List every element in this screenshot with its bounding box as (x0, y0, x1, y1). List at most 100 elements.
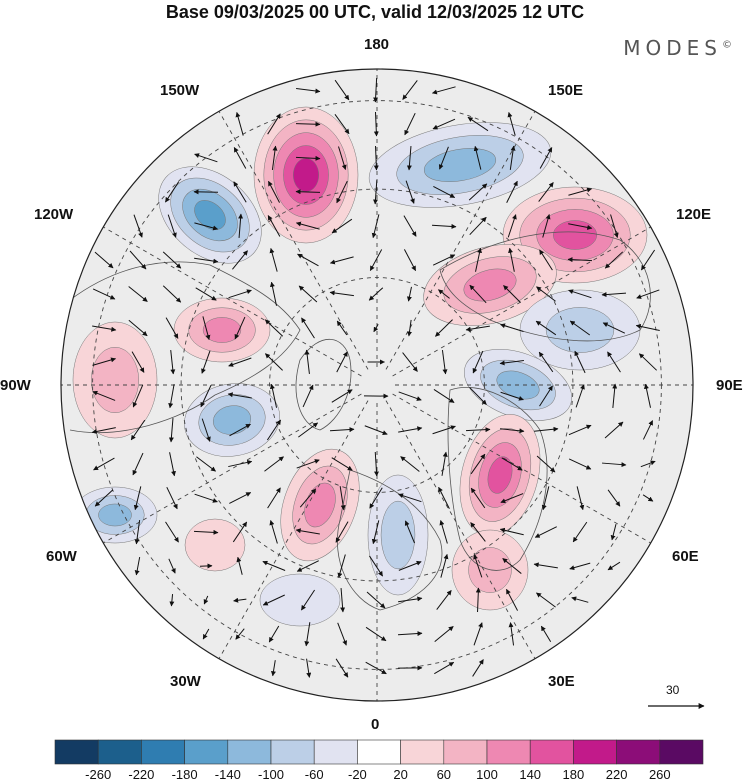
wind-arrow-54 (94, 251, 114, 269)
wind-arrow-125 (200, 384, 212, 408)
wind-arrow-216 (502, 558, 522, 574)
wind-arrow-28 (233, 181, 247, 203)
wind-arrow-119 (574, 350, 586, 374)
modes-logo: MODES© (623, 36, 732, 60)
wind-arrow-77 (298, 285, 318, 303)
wind-arrow-66 (508, 247, 515, 272)
wind-arrow-178 (267, 487, 281, 509)
wind-arrow-214 (440, 553, 449, 578)
wind-arrow-6 (235, 111, 244, 136)
colorbar-swatch-7 (313, 739, 358, 765)
wind-arrow-237 (337, 622, 348, 646)
wind-arrow-163 (331, 457, 353, 471)
wind-arrow-124 (168, 384, 175, 409)
colorbar-tick-label: 100 (476, 767, 498, 782)
wind-arrow-208 (236, 556, 243, 575)
wind-arrow-90 (165, 317, 179, 339)
wind-arrow-35 (468, 183, 488, 201)
colorbar-swatch-13 (573, 739, 617, 765)
wind-arrow-45 (331, 218, 353, 234)
wind-arrow-150 (465, 427, 491, 433)
wind-arrow-204 (610, 524, 617, 541)
wind-arrow-218 (569, 562, 591, 571)
wind-arrow-154 (604, 421, 624, 439)
wind-arrow-235 (268, 625, 280, 643)
wind-arrow-46 (371, 214, 380, 239)
wind-arrow-176 (194, 493, 218, 503)
wind-arrow-128 (302, 384, 314, 408)
anomaly-positive-6 (72, 321, 158, 439)
wind-arrow-230 (506, 588, 518, 611)
wind-arrow-146 (329, 427, 355, 433)
wind-arrow-203 (572, 521, 588, 543)
brand-mark: © (722, 39, 732, 51)
colorbar-swatch-4 (184, 739, 229, 765)
wind-arrow-250 (472, 659, 484, 677)
meridian-330 (392, 226, 651, 377)
wind-arrow-91 (202, 316, 211, 341)
wind-arrow-243 (540, 625, 552, 643)
wind-arrow-15 (194, 153, 218, 163)
wind-arrow-200 (470, 522, 486, 542)
wind-arrow-63 (403, 249, 417, 272)
wind-arrow-122 (92, 390, 116, 401)
wind-arrow-227 (398, 596, 423, 603)
wind-arrow-85 (568, 289, 592, 299)
wind-arrow-95 (336, 320, 348, 336)
wind-arrow-126 (227, 392, 252, 399)
wind-arrow-167 (470, 453, 486, 475)
wind-arrow-103 (602, 322, 626, 334)
wind-arrow-33 (405, 180, 415, 204)
colorbar-tick-label: -60 (304, 767, 324, 782)
wind-arrow-89 (128, 319, 148, 337)
wind-arrow-175 (166, 486, 178, 510)
colorbar-swatch-15 (659, 739, 704, 765)
wind-arrow-223 (262, 594, 285, 606)
wind-arrow-172 (640, 460, 656, 468)
wind-arrow-212 (369, 555, 383, 577)
wind-arrow-24 (509, 145, 516, 170)
wind-arrow-57 (194, 257, 219, 264)
wind-arrow-174 (133, 486, 142, 511)
wind-arrow-165 (400, 456, 420, 472)
wind-arrow-234 (235, 628, 245, 640)
wind-arrow-240 (434, 626, 454, 642)
wind-arrow-184 (470, 487, 486, 509)
wind-arrow-232 (571, 596, 589, 603)
colorbar-swatch-11 (486, 739, 531, 765)
wind-arrow-224 (300, 589, 316, 611)
wind-arrow-58 (232, 250, 248, 270)
wind-arrow-238 (365, 626, 387, 642)
wind-arrow-38 (568, 187, 593, 196)
wind-arrow-139 (91, 427, 116, 434)
wind-arrow-180 (339, 486, 346, 511)
wind-arrow-9 (334, 113, 350, 135)
wind-arrow-177 (229, 492, 252, 504)
greenland-coastline (295, 338, 352, 431)
wind-arrow-73 (162, 285, 182, 303)
wind-arrow-138 (643, 383, 651, 408)
wind-arrow-123 (132, 384, 144, 408)
wind-arrow-60 (297, 253, 319, 267)
wind-arrow-228 (436, 590, 452, 610)
wind-arrow-246 (335, 658, 349, 678)
wind-arrow-166 (441, 451, 448, 476)
wind-arrow-171 (601, 462, 627, 468)
wind-arrow-213 (398, 560, 422, 571)
colorbar-swatch-14 (616, 739, 661, 765)
wind-arrow-96 (373, 324, 379, 333)
wind-arrow-1 (296, 87, 321, 94)
wind-arrow-40 (167, 214, 177, 238)
wind-arrow-50 (507, 214, 517, 238)
wind-arrow-149 (432, 425, 456, 435)
anomaly-negative-2 (158, 166, 262, 264)
wind-arrow-244 (270, 660, 276, 677)
wind-arrow-239 (397, 631, 423, 637)
wind-arrow-117 (499, 359, 524, 366)
colorbar-swatch-2 (97, 739, 142, 765)
colorbar-tick-label: -100 (257, 767, 285, 782)
wind-arrow-100 (500, 323, 524, 333)
wind-arrow-114 (402, 352, 418, 372)
wind-arrow-61 (329, 256, 354, 265)
